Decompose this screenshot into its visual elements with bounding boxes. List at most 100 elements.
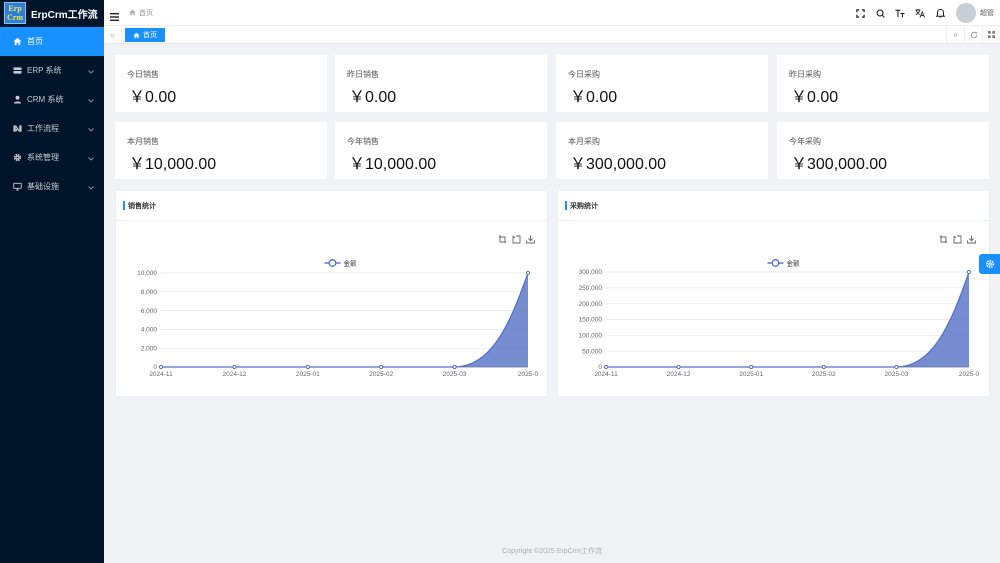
stat-value: ￥300,000.00 — [570, 156, 667, 173]
top-header: 首页 超管 — [104, 0, 1000, 26]
sidebar-item-infrastructure[interactable]: 基础设施 — [0, 172, 104, 201]
logo-mark: Erp Crm — [4, 2, 26, 24]
series-area — [606, 272, 969, 367]
chevron-down-icon — [88, 125, 94, 134]
y-tick-label: 250,000 — [579, 285, 603, 292]
stat-label: 今日销售 — [127, 70, 159, 79]
logo[interactable]: Erp Crm ErpCrm工作流 — [0, 0, 104, 26]
sidebar-item-label: 系统管理 — [27, 153, 59, 162]
footer-copyright: Copyright ©2025 ErpCrm工作流 — [502, 548, 602, 555]
scroll-left-icon[interactable]: « — [104, 26, 122, 43]
title-accent-bar — [565, 201, 567, 210]
stat-label: 昨日采购 — [789, 70, 821, 79]
data-point — [821, 364, 826, 370]
stat-value: ￥300,000.00 — [791, 156, 888, 173]
sidebar-item-system[interactable]: 系统管理 — [0, 143, 104, 172]
chevron-down-icon — [88, 154, 94, 163]
download-icon[interactable] — [526, 235, 535, 244]
restore-icon[interactable] — [953, 235, 962, 244]
bell-icon[interactable] — [930, 0, 950, 26]
breadcrumb-item[interactable]: 首页 — [139, 10, 153, 17]
data-point — [966, 269, 972, 275]
home-icon — [129, 9, 136, 18]
sidebar-item-label: 工作流程 — [27, 124, 59, 133]
y-tick-label: 100,000 — [579, 333, 603, 340]
data-point — [525, 270, 531, 276]
purchase-chart-panel: 采购统计 金额 0 50,000 100,000 150,000 200,000 250,0… — [557, 190, 990, 397]
stat-card-today-purchase: 今日采购 ￥0.00 — [556, 55, 768, 112]
sidebar-item-workflow[interactable]: 工作流程 — [0, 114, 104, 143]
database-icon — [12, 66, 22, 76]
chart-legend: 金额 — [324, 259, 358, 268]
gear-icon — [12, 153, 22, 163]
x-tick-label: 2025-0 — [518, 371, 539, 378]
sidebar-item-label: CRM 系统 — [27, 95, 64, 104]
chevron-down-icon — [88, 67, 94, 76]
chevron-down-icon — [88, 96, 94, 105]
logo-mark-bottom: Crm — [7, 13, 23, 22]
zoom-icon[interactable] — [940, 235, 947, 243]
restore-icon[interactable] — [512, 235, 521, 244]
y-tick-label: 4,000 — [141, 327, 158, 334]
header-actions: 超管 — [850, 0, 1000, 26]
sidebar-item-label: 基础设施 — [27, 182, 59, 191]
x-tick-label: 2025-01 — [739, 371, 763, 378]
logo-mark-top: Erp — [8, 4, 22, 13]
sidebar-item-crm[interactable]: CRM 系统 — [0, 85, 104, 114]
y-tick-label: 50,000 — [582, 348, 602, 355]
translate-icon[interactable] — [910, 0, 930, 26]
chart-toolbox — [499, 235, 535, 244]
avatar[interactable] — [956, 3, 976, 23]
sidebar-menu: 首页 ERP 系统 CRM 系统 工作流程 系 — [0, 27, 104, 201]
y-tick-label: 0 — [153, 364, 157, 371]
tab-home[interactable]: 首页 — [125, 28, 165, 42]
grid-menu-icon[interactable] — [982, 26, 1000, 43]
stat-label: 昨日销售 — [347, 70, 379, 79]
x-tick-label: 2025-03 — [443, 371, 467, 378]
x-tick-label: 2025-0 — [959, 371, 980, 378]
data-point — [305, 364, 310, 370]
data-point — [452, 364, 457, 370]
search-icon[interactable] — [870, 0, 890, 26]
y-tick-label: 10,000 — [137, 270, 157, 277]
legend-label: 金额 — [344, 259, 358, 268]
stat-label: 今日采购 — [568, 70, 600, 79]
legend-marker — [771, 259, 780, 267]
series-line — [161, 272, 529, 368]
fullscreen-icon[interactable] — [850, 0, 870, 26]
chart-legend: 金额 — [767, 259, 800, 268]
purchase-chart: 金额 0 50,000 100,000 150,000 200,000 250,000 300… — [579, 235, 980, 378]
settings-gear-icon[interactable] — [979, 254, 1000, 274]
y-tick-label: 2,000 — [141, 345, 158, 352]
tab-label: 首页 — [143, 32, 157, 39]
x-tick-label: 2025-03 — [884, 371, 908, 378]
workflow-icon — [12, 124, 22, 134]
panel-title-text: 采购统计 — [570, 202, 598, 210]
stat-card-year-purchase: 今年采购 ￥300,000.00 — [777, 122, 989, 179]
breadcrumb: 首页 — [129, 8, 153, 18]
stat-card-year-sales: 今年销售 ￥10,000.00 — [335, 122, 547, 179]
chart-toolbox — [940, 235, 976, 244]
user-icon — [12, 95, 22, 105]
menu-toggle-icon[interactable] — [110, 8, 119, 26]
data-point — [676, 364, 681, 370]
stat-card-yesterday-purchase: 昨日采购 ￥0.00 — [777, 55, 989, 112]
y-tick-label: 200,000 — [579, 301, 603, 308]
zoom-icon[interactable] — [499, 235, 506, 243]
scroll-right-icon[interactable]: » — [946, 26, 964, 43]
x-tick-label: 2024-11 — [149, 371, 173, 378]
refresh-icon[interactable] — [964, 26, 982, 43]
y-tick-label: 8,000 — [141, 289, 158, 296]
sidebar-item-home[interactable]: 首页 — [0, 27, 104, 56]
x-tick-label: 2025-02 — [369, 371, 393, 378]
username[interactable]: 超管 — [980, 10, 994, 17]
series-area — [161, 273, 528, 367]
data-point — [603, 364, 609, 370]
download-icon[interactable] — [967, 235, 976, 244]
stat-label: 本月销售 — [127, 137, 159, 146]
stat-card-today-sales: 今日销售 ￥0.00 — [115, 55, 327, 112]
stat-value: ￥0.00 — [570, 89, 618, 106]
font-size-icon[interactable] — [890, 0, 910, 26]
sales-chart-panel: 销售统计 金额 0 2,000 4,000 6,000 8,000 10,000 2024-1… — [115, 190, 548, 397]
sidebar-item-erp[interactable]: ERP 系统 — [0, 56, 104, 85]
